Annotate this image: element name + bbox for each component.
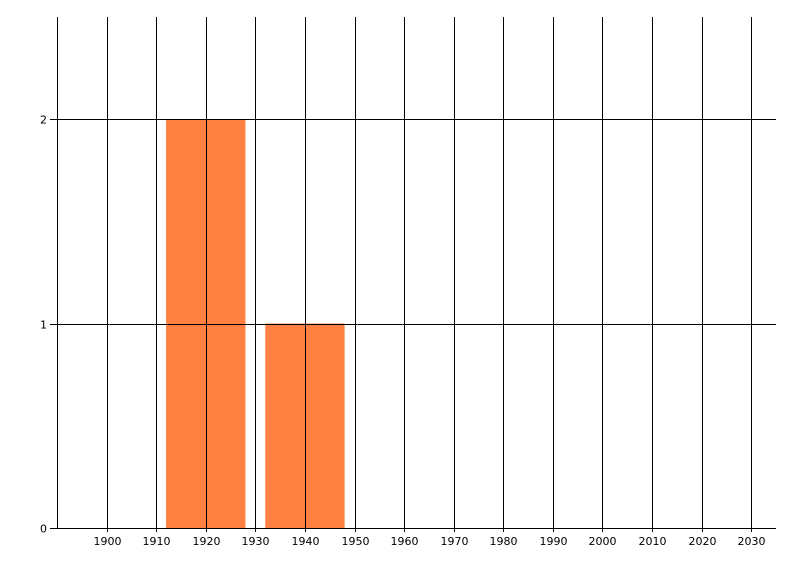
x-tick-label: 2030 xyxy=(738,535,766,548)
x-tick-label: 1970 xyxy=(441,535,469,548)
x-tick-label: 1930 xyxy=(242,535,270,548)
x-tick-label: 2020 xyxy=(689,535,717,548)
y-tick-label: 2 xyxy=(40,114,47,127)
bar-1 xyxy=(265,323,345,528)
bar-0 xyxy=(166,119,246,528)
x-tick-label: 1940 xyxy=(292,535,320,548)
x-tick-label: 1990 xyxy=(540,535,568,548)
x-tick-label: 1920 xyxy=(193,535,221,548)
x-tick-label: 2000 xyxy=(589,535,617,548)
x-tick-label: 1910 xyxy=(143,535,171,548)
x-tick-label: 1960 xyxy=(391,535,419,548)
x-tick-label: 1950 xyxy=(342,535,370,548)
y-tick-label: 0 xyxy=(40,523,47,536)
y-tick-label: 1 xyxy=(40,319,47,332)
x-tick-label: 1980 xyxy=(490,535,518,548)
x-tick-label: 1900 xyxy=(94,535,122,548)
x-tick-label: 2010 xyxy=(639,535,667,548)
